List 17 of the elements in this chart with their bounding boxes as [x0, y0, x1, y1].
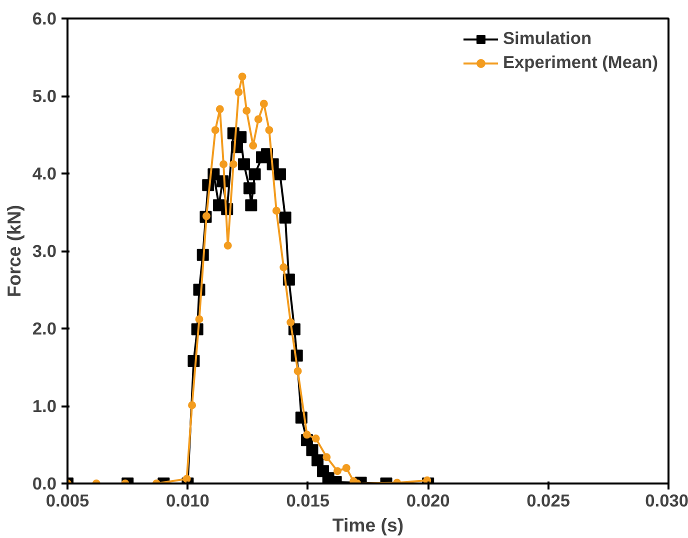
- x-axis-title: Time (s): [332, 514, 404, 536]
- y-tick-label: 1.0: [32, 396, 57, 416]
- legend-label: Experiment (Mean): [502, 52, 658, 73]
- y-tick-label: 5.0: [32, 86, 57, 106]
- y-tick-label: 2.0: [32, 318, 57, 338]
- x-tick-label: 0.010: [166, 490, 210, 510]
- x-tick-label: 0.030: [645, 490, 688, 510]
- x-tick-label: 0.005: [46, 490, 90, 510]
- x-tick-label: 0.015: [286, 490, 330, 510]
- y-tick-label: 6.0: [32, 8, 57, 28]
- x-tick-label: 0.025: [526, 490, 570, 510]
- y-tick-label: 3.0: [32, 241, 57, 261]
- y-tick-label: 4.0: [32, 164, 57, 184]
- x-tick-label: 0.020: [406, 490, 450, 510]
- legend-label: Simulation: [502, 28, 592, 49]
- y-tick-label: 0.0: [32, 474, 57, 494]
- y-axis-title: Force (kN): [3, 204, 24, 298]
